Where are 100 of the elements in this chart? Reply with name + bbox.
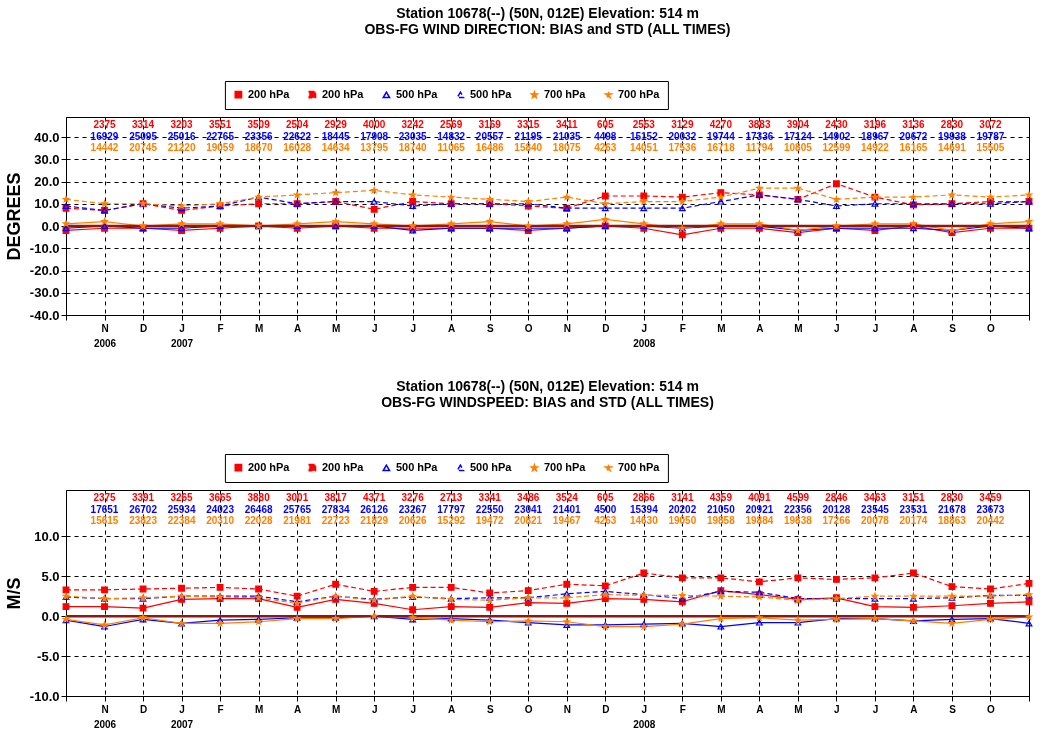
- y-tick-label: -40.0: [29, 307, 60, 323]
- annotation: 16718: [706, 142, 736, 153]
- x-tick-label: M: [331, 322, 341, 334]
- legend-label: 500 hPa: [469, 87, 513, 100]
- legend-label: 700 hPa: [617, 87, 661, 100]
- annotation: 19472: [475, 515, 505, 526]
- y-tick-label: -30.0: [29, 285, 60, 301]
- annotation: 18740: [398, 142, 428, 153]
- annotation: 605: [596, 492, 615, 503]
- annotation: 3001: [285, 492, 309, 503]
- y-tick-label: 10.0: [34, 196, 60, 212]
- legend-label: 500 hPa: [469, 460, 513, 473]
- annotation: 2713: [440, 492, 463, 503]
- annotation: 3904: [786, 119, 810, 130]
- annotation: 10805: [783, 142, 813, 153]
- annotation: 19467: [552, 515, 582, 526]
- annotation: 20672: [899, 130, 928, 142]
- annotation: 14630: [629, 515, 659, 526]
- x-tick-label: A: [294, 322, 302, 334]
- chart-title: Station 10678(--) (50N, 012E) Elevation: 514 m: [396, 4, 699, 21]
- annotation: 15152: [629, 130, 659, 142]
- y-tick-label: -10.0: [29, 688, 60, 704]
- x-tick-label: A: [910, 703, 918, 715]
- x-tick-label: M: [254, 322, 264, 334]
- annotation: 3880: [247, 492, 271, 503]
- legend-label: 500 hPa: [395, 460, 439, 473]
- annotation: 25934: [167, 503, 196, 515]
- x-tick-label: D: [139, 322, 148, 334]
- annotation: 16486: [475, 142, 505, 153]
- x-tick-label: J: [410, 703, 416, 715]
- annotation: 21050: [706, 503, 736, 515]
- annotation: 3341: [478, 492, 502, 503]
- annotation: 20745: [129, 142, 158, 153]
- annotation: 3169: [478, 119, 502, 130]
- annotation: 22356: [783, 503, 813, 515]
- annotation: 16165: [899, 142, 928, 153]
- chart-subtitle: OBS-FG WINDSPEED: BIAS and STD (ALL TIMES): [381, 393, 714, 410]
- legend-label: 200 hPa: [247, 460, 291, 473]
- x-tick-label: S: [486, 322, 494, 334]
- annotation: 21981: [283, 515, 312, 526]
- y-tick-label: 0.0: [41, 608, 60, 624]
- annotation: 4263: [594, 515, 617, 526]
- y-tick-label: 20.0: [34, 174, 60, 190]
- x-tick-label: M: [794, 703, 803, 715]
- x-tick-label: J: [410, 322, 416, 334]
- annotation: 3072: [979, 119, 1003, 130]
- legend-label: 200 hPa: [247, 87, 291, 100]
- annotation: 2375: [93, 119, 117, 130]
- annotation: 3509: [247, 119, 271, 130]
- y-tick-label: -20.0: [29, 263, 60, 279]
- annotation: 4091: [748, 492, 771, 503]
- legend-label: 700 hPa: [617, 460, 661, 473]
- annotation: 11065: [437, 142, 466, 153]
- legend-label: 700 hPa: [543, 87, 587, 100]
- y-tick-label: -5.0: [37, 648, 60, 664]
- annotation: 2830: [940, 119, 964, 130]
- annotation: 3391: [131, 492, 155, 503]
- x-tick-label: F: [217, 322, 224, 334]
- x-tick-label: J: [872, 703, 879, 715]
- chart-subtitle: OBS-FG WIND DIRECTION: BIAS and STD (ALL TIMES): [364, 20, 731, 37]
- x-tick-label: N: [563, 322, 571, 334]
- annotation: 20626: [398, 515, 428, 526]
- annotation: 15394: [629, 503, 659, 515]
- annotation: 3196: [863, 119, 887, 130]
- annotation: 22622: [283, 130, 312, 142]
- x-tick-label: M: [254, 703, 264, 715]
- x-tick-label: A: [294, 703, 302, 715]
- annotation: 2553: [632, 119, 656, 130]
- annotation: 12599: [822, 142, 851, 153]
- annotation: 17536: [668, 142, 697, 153]
- annotation: 15615: [90, 515, 119, 526]
- annotation: 27834: [321, 503, 350, 515]
- annotation: 20202: [668, 503, 697, 515]
- y-tick-label: 10.0: [34, 528, 60, 544]
- annotation: 2866: [632, 492, 656, 503]
- annotation: 3129: [671, 119, 694, 130]
- annotation: 3265: [170, 492, 194, 503]
- x-tick-label: A: [756, 703, 764, 715]
- x-tick-label: A: [448, 322, 456, 334]
- annotation: 3314: [131, 119, 155, 130]
- annotation: 4498: [594, 130, 617, 142]
- annotation: 13795: [360, 142, 389, 153]
- annotation: 3141: [671, 492, 694, 503]
- annotation: 2929: [324, 119, 348, 130]
- annotation: 22550: [475, 503, 505, 515]
- annotation: 3315: [517, 119, 540, 130]
- annotation: 18075: [552, 142, 582, 153]
- annotation: 15292: [437, 515, 466, 526]
- annotation: 19050: [668, 515, 697, 526]
- annotation: 2375: [93, 492, 117, 503]
- x-tick-label: S: [949, 703, 957, 715]
- annotation: 22028: [244, 515, 273, 526]
- annotation: 14442: [90, 142, 119, 153]
- annotation: 17266: [822, 515, 851, 526]
- annotation: 22723: [321, 515, 350, 526]
- annotation: 3817: [324, 492, 348, 503]
- legend-label: 200 hPa: [321, 87, 365, 100]
- x-tick-label: F: [679, 703, 686, 715]
- annotation: 17797: [437, 503, 466, 515]
- annotation: 3665: [208, 492, 232, 503]
